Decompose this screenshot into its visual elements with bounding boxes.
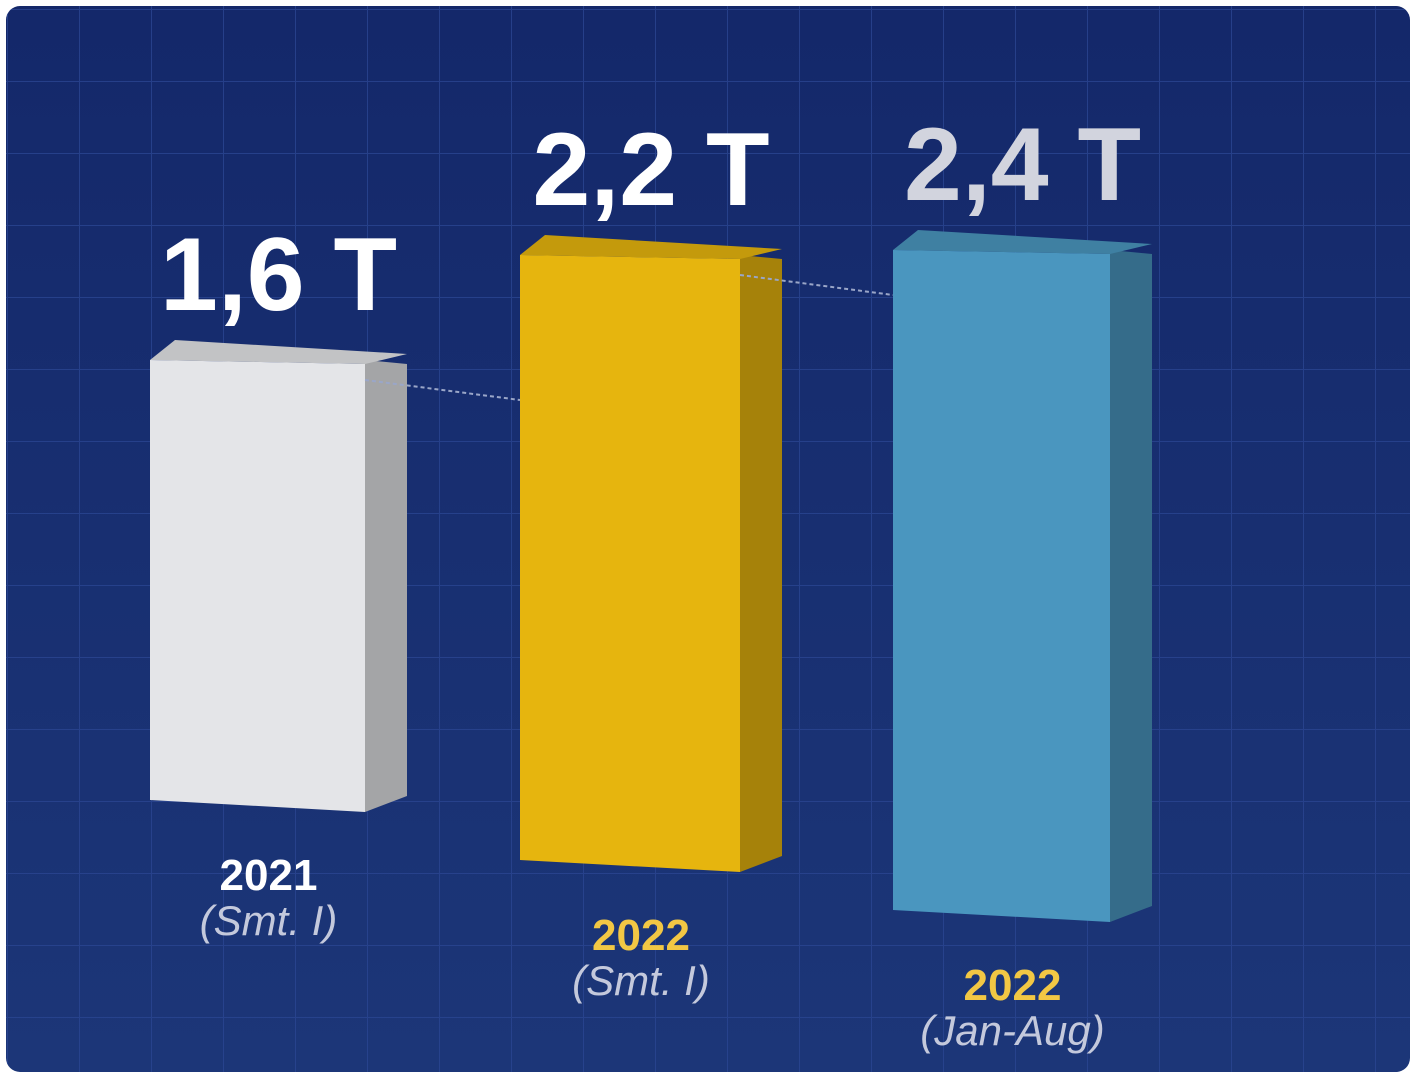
bar-side [740,255,782,872]
bar-top [150,340,407,364]
bar-top [893,230,1152,254]
connector [364,379,521,401]
connector [739,274,894,296]
bar-side [365,360,407,812]
bar [893,250,1110,922]
value-label: 2,4 T [904,107,1141,223]
x-tick-sublabel: (Smt. I) [200,897,338,944]
x-tick-label: 2022 [964,961,1062,1010]
bar-side [1110,250,1152,922]
bar-top [520,235,782,259]
bar [150,360,365,812]
x-tick-label: 2022 [592,911,690,960]
bar [520,255,740,872]
x-tick-sublabel: (Jan-Aug) [920,1007,1104,1054]
x-tick-sublabel: (Smt. I) [572,957,710,1004]
value-label: 1,6 T [160,217,397,333]
value-label: 2,2 T [533,112,770,228]
x-tick-label: 2021 [220,851,318,900]
